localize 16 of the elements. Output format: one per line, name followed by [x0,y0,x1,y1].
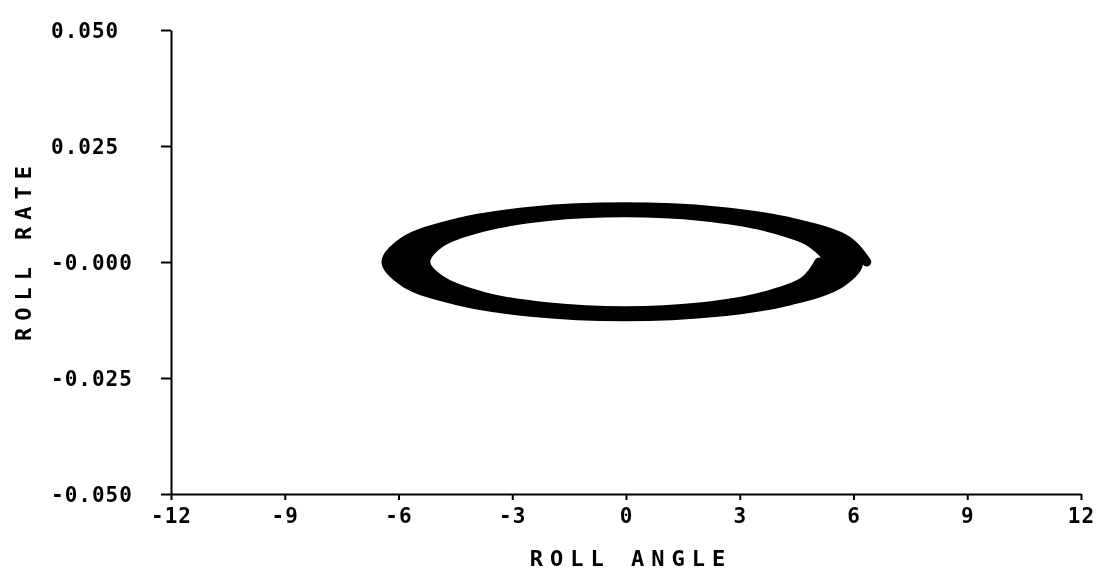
x-tick-label: 0 [619,503,634,528]
x-tick-label: 9 [960,503,975,528]
y-tick-label: -0.000 [51,250,133,275]
y-axis-title: ROLL RATE [11,158,36,342]
x-tick-label: -3 [499,503,527,528]
x-tick-label: 6 [847,503,861,528]
x-tick-label: -9 [271,503,299,528]
x-tick-label: -6 [385,503,413,528]
y-tick-label: -0.025 [51,366,133,391]
x-tick-label: 3 [733,503,748,528]
y-tick-label: 0.025 [51,134,120,159]
x-tick-label: -12 [151,503,192,528]
x-tick-label: 12 [1067,503,1096,528]
x-axis-title: ROLL ANGLE [529,546,733,571]
y-tick-label: 0.050 [51,18,120,43]
y-tick-label: -0.050 [51,482,133,507]
